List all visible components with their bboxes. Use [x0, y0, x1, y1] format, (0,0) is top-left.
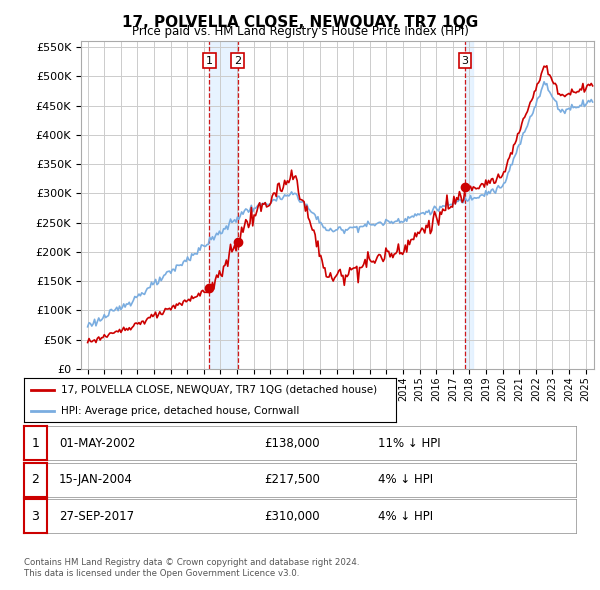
Text: This data is licensed under the Open Government Licence v3.0.: This data is licensed under the Open Gov… — [24, 569, 299, 578]
Text: 17, POLVELLA CLOSE, NEWQUAY, TR7 1QG (detached house): 17, POLVELLA CLOSE, NEWQUAY, TR7 1QG (de… — [61, 385, 377, 395]
Text: £310,000: £310,000 — [264, 510, 320, 523]
Bar — [465, 41, 473, 369]
Text: 11% ↓ HPI: 11% ↓ HPI — [378, 437, 440, 450]
Bar — [209, 41, 238, 369]
Text: HPI: Average price, detached house, Cornwall: HPI: Average price, detached house, Corn… — [61, 406, 299, 416]
Text: 1: 1 — [206, 55, 213, 65]
Text: 17, POLVELLA CLOSE, NEWQUAY, TR7 1QG: 17, POLVELLA CLOSE, NEWQUAY, TR7 1QG — [122, 15, 478, 30]
Text: 1: 1 — [31, 437, 40, 450]
Text: 2: 2 — [234, 55, 241, 65]
Text: 01-MAY-2002: 01-MAY-2002 — [59, 437, 135, 450]
Text: 3: 3 — [31, 510, 40, 523]
Text: 4% ↓ HPI: 4% ↓ HPI — [378, 473, 433, 486]
Text: 4% ↓ HPI: 4% ↓ HPI — [378, 510, 433, 523]
Text: Price paid vs. HM Land Registry's House Price Index (HPI): Price paid vs. HM Land Registry's House … — [131, 25, 469, 38]
Text: 2: 2 — [31, 473, 40, 486]
Text: £138,000: £138,000 — [264, 437, 320, 450]
Text: Contains HM Land Registry data © Crown copyright and database right 2024.: Contains HM Land Registry data © Crown c… — [24, 558, 359, 566]
Text: 3: 3 — [461, 55, 469, 65]
Text: 15-JAN-2004: 15-JAN-2004 — [59, 473, 133, 486]
Text: 27-SEP-2017: 27-SEP-2017 — [59, 510, 134, 523]
Text: £217,500: £217,500 — [264, 473, 320, 486]
